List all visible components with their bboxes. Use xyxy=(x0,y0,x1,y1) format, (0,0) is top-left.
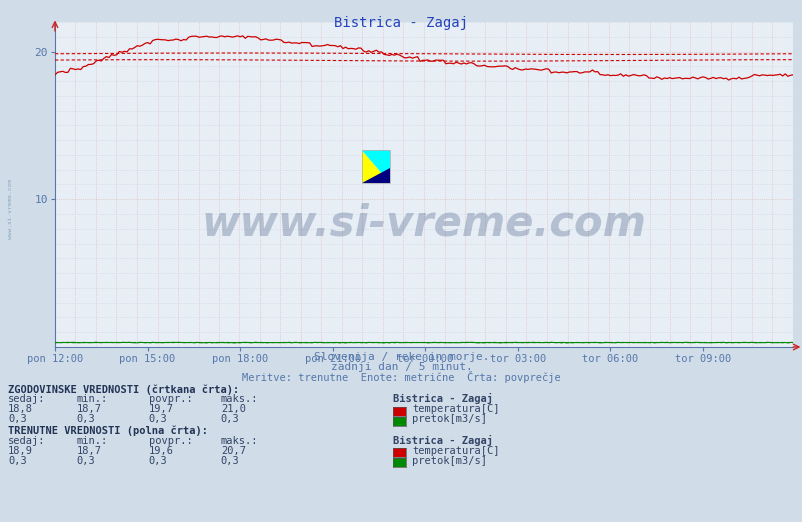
Text: 19,7: 19,7 xyxy=(148,405,173,414)
Text: 0,3: 0,3 xyxy=(221,414,239,424)
Text: www.si-vreme.com: www.si-vreme.com xyxy=(8,179,13,239)
Text: povpr.:: povpr.: xyxy=(148,395,192,405)
Text: Slovenija / reke in morje.: Slovenija / reke in morje. xyxy=(314,352,488,362)
Text: maks.:: maks.: xyxy=(221,395,258,405)
Text: 0,3: 0,3 xyxy=(8,414,26,424)
Text: temperatura[C]: temperatura[C] xyxy=(411,405,499,414)
Text: 18,7: 18,7 xyxy=(76,405,101,414)
Text: Bistrica - Zagaj: Bistrica - Zagaj xyxy=(393,435,493,446)
Text: 18,8: 18,8 xyxy=(8,405,33,414)
Text: 0,3: 0,3 xyxy=(8,456,26,466)
Text: 0,3: 0,3 xyxy=(221,456,239,466)
Text: zadnji dan / 5 minut.: zadnji dan / 5 minut. xyxy=(330,362,472,372)
Text: sedaj:: sedaj: xyxy=(8,395,46,405)
Polygon shape xyxy=(362,150,390,183)
Text: 0,3: 0,3 xyxy=(76,414,95,424)
Bar xyxy=(362,150,390,183)
Text: 18,7: 18,7 xyxy=(76,446,101,456)
Text: ZGODOVINSKE VREDNOSTI (črtkana črta):: ZGODOVINSKE VREDNOSTI (črtkana črta): xyxy=(8,384,239,395)
Polygon shape xyxy=(362,168,390,183)
Text: 0,3: 0,3 xyxy=(148,414,167,424)
Text: TRENUTNE VREDNOSTI (polna črta):: TRENUTNE VREDNOSTI (polna črta): xyxy=(8,425,208,436)
Text: maks.:: maks.: xyxy=(221,436,258,446)
Text: min.:: min.: xyxy=(76,436,107,446)
Text: www.si-vreme.com: www.si-vreme.com xyxy=(201,203,646,244)
Text: pretok[m3/s]: pretok[m3/s] xyxy=(411,456,486,466)
Text: min.:: min.: xyxy=(76,395,107,405)
Text: pretok[m3/s]: pretok[m3/s] xyxy=(411,414,486,424)
Text: 0,3: 0,3 xyxy=(76,456,95,466)
Polygon shape xyxy=(362,150,390,183)
Text: Bistrica - Zagaj: Bistrica - Zagaj xyxy=(393,394,493,405)
Text: 21,0: 21,0 xyxy=(221,405,245,414)
Text: 19,6: 19,6 xyxy=(148,446,173,456)
Text: Meritve: trenutne  Enote: metrične  Črta: povprečje: Meritve: trenutne Enote: metrične Črta: … xyxy=(242,371,560,383)
Text: sedaj:: sedaj: xyxy=(8,436,46,446)
Text: 18,9: 18,9 xyxy=(8,446,33,456)
Text: 20,7: 20,7 xyxy=(221,446,245,456)
Text: temperatura[C]: temperatura[C] xyxy=(411,446,499,456)
Text: Bistrica - Zagaj: Bistrica - Zagaj xyxy=(334,16,468,30)
Text: 0,3: 0,3 xyxy=(148,456,167,466)
Text: povpr.:: povpr.: xyxy=(148,436,192,446)
